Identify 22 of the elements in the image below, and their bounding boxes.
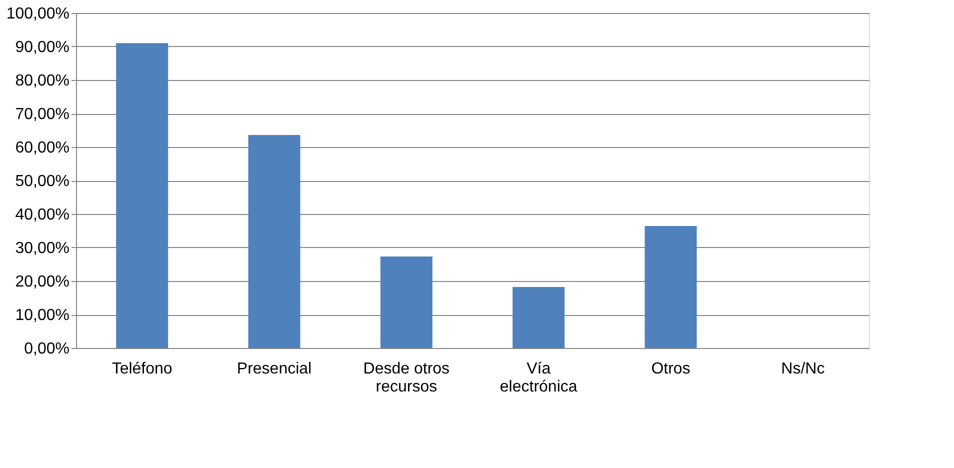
y-tick-label: 20,00%: [15, 274, 70, 290]
y-tick-label: 70,00%: [15, 106, 70, 123]
bar: [116, 43, 168, 348]
x-tick-label: Teléfono: [112, 360, 172, 378]
y-tick-label: 80,00%: [15, 72, 70, 90]
y-tick-label: 100,00%: [6, 6, 70, 22]
y-tick-label: 10,00%: [15, 307, 70, 324]
x-tick-label: Desde otros recursos: [363, 360, 450, 396]
bar: [380, 256, 432, 348]
bar: [248, 134, 300, 348]
y-tick-label: 60,00%: [15, 140, 70, 156]
x-tick-label: Ns/Nc: [781, 360, 825, 378]
y-tick-label: 0,00%: [24, 340, 70, 358]
y-tick-label: 50,00%: [15, 173, 70, 190]
x-tick-label: Presencial: [236, 360, 312, 378]
y-tick-label: 40,00%: [15, 206, 70, 224]
bar: [512, 287, 565, 348]
bar: [644, 226, 697, 348]
x-tick-label: Otros: [651, 360, 690, 378]
x-tick-label: Vía electrónica: [500, 360, 578, 396]
y-tick-label: 30,00%: [15, 240, 70, 257]
y-tick-label: 90,00%: [15, 39, 70, 56]
